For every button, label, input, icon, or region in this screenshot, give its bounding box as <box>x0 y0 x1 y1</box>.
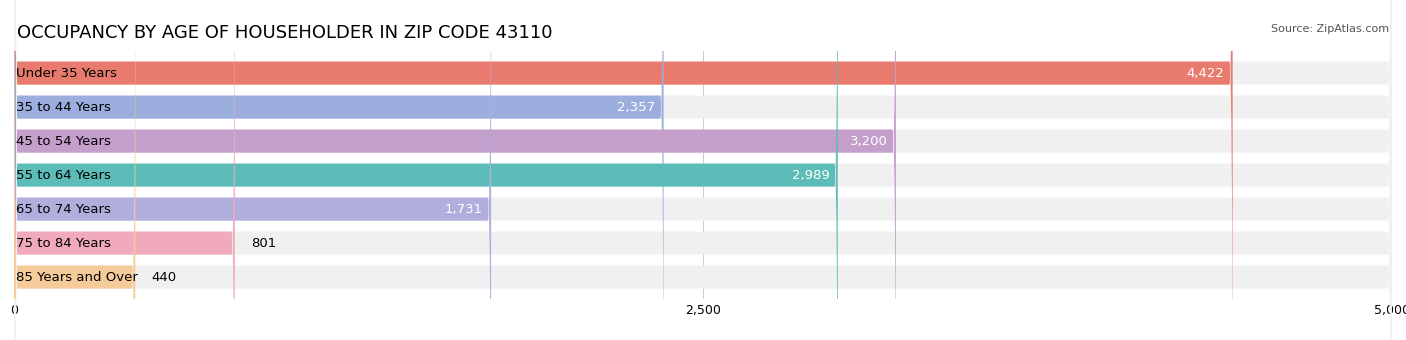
FancyBboxPatch shape <box>14 0 491 340</box>
Text: Under 35 Years: Under 35 Years <box>17 67 117 80</box>
Text: OCCUPANCY BY AGE OF HOUSEHOLDER IN ZIP CODE 43110: OCCUPANCY BY AGE OF HOUSEHOLDER IN ZIP C… <box>17 24 553 42</box>
FancyBboxPatch shape <box>14 0 838 340</box>
Text: 65 to 74 Years: 65 to 74 Years <box>17 203 111 216</box>
Text: 55 to 64 Years: 55 to 64 Years <box>17 169 111 182</box>
Text: 801: 801 <box>252 237 277 250</box>
Text: 440: 440 <box>152 271 177 284</box>
Text: 75 to 84 Years: 75 to 84 Years <box>17 237 111 250</box>
Text: 1,731: 1,731 <box>444 203 482 216</box>
Text: 45 to 54 Years: 45 to 54 Years <box>17 135 111 148</box>
FancyBboxPatch shape <box>14 0 1233 340</box>
FancyBboxPatch shape <box>14 0 896 340</box>
Text: 35 to 44 Years: 35 to 44 Years <box>17 101 111 114</box>
Text: 2,357: 2,357 <box>617 101 655 114</box>
FancyBboxPatch shape <box>14 0 1392 340</box>
FancyBboxPatch shape <box>14 0 664 340</box>
Text: Source: ZipAtlas.com: Source: ZipAtlas.com <box>1271 24 1389 34</box>
FancyBboxPatch shape <box>14 0 1392 340</box>
FancyBboxPatch shape <box>14 0 1392 340</box>
FancyBboxPatch shape <box>14 0 1392 340</box>
Text: 3,200: 3,200 <box>849 135 887 148</box>
FancyBboxPatch shape <box>14 0 1392 340</box>
Text: 4,422: 4,422 <box>1187 67 1225 80</box>
Text: 85 Years and Over: 85 Years and Over <box>17 271 138 284</box>
FancyBboxPatch shape <box>14 0 1392 340</box>
FancyBboxPatch shape <box>14 0 1392 340</box>
FancyBboxPatch shape <box>14 0 235 340</box>
FancyBboxPatch shape <box>14 0 135 340</box>
Text: 2,989: 2,989 <box>792 169 830 182</box>
